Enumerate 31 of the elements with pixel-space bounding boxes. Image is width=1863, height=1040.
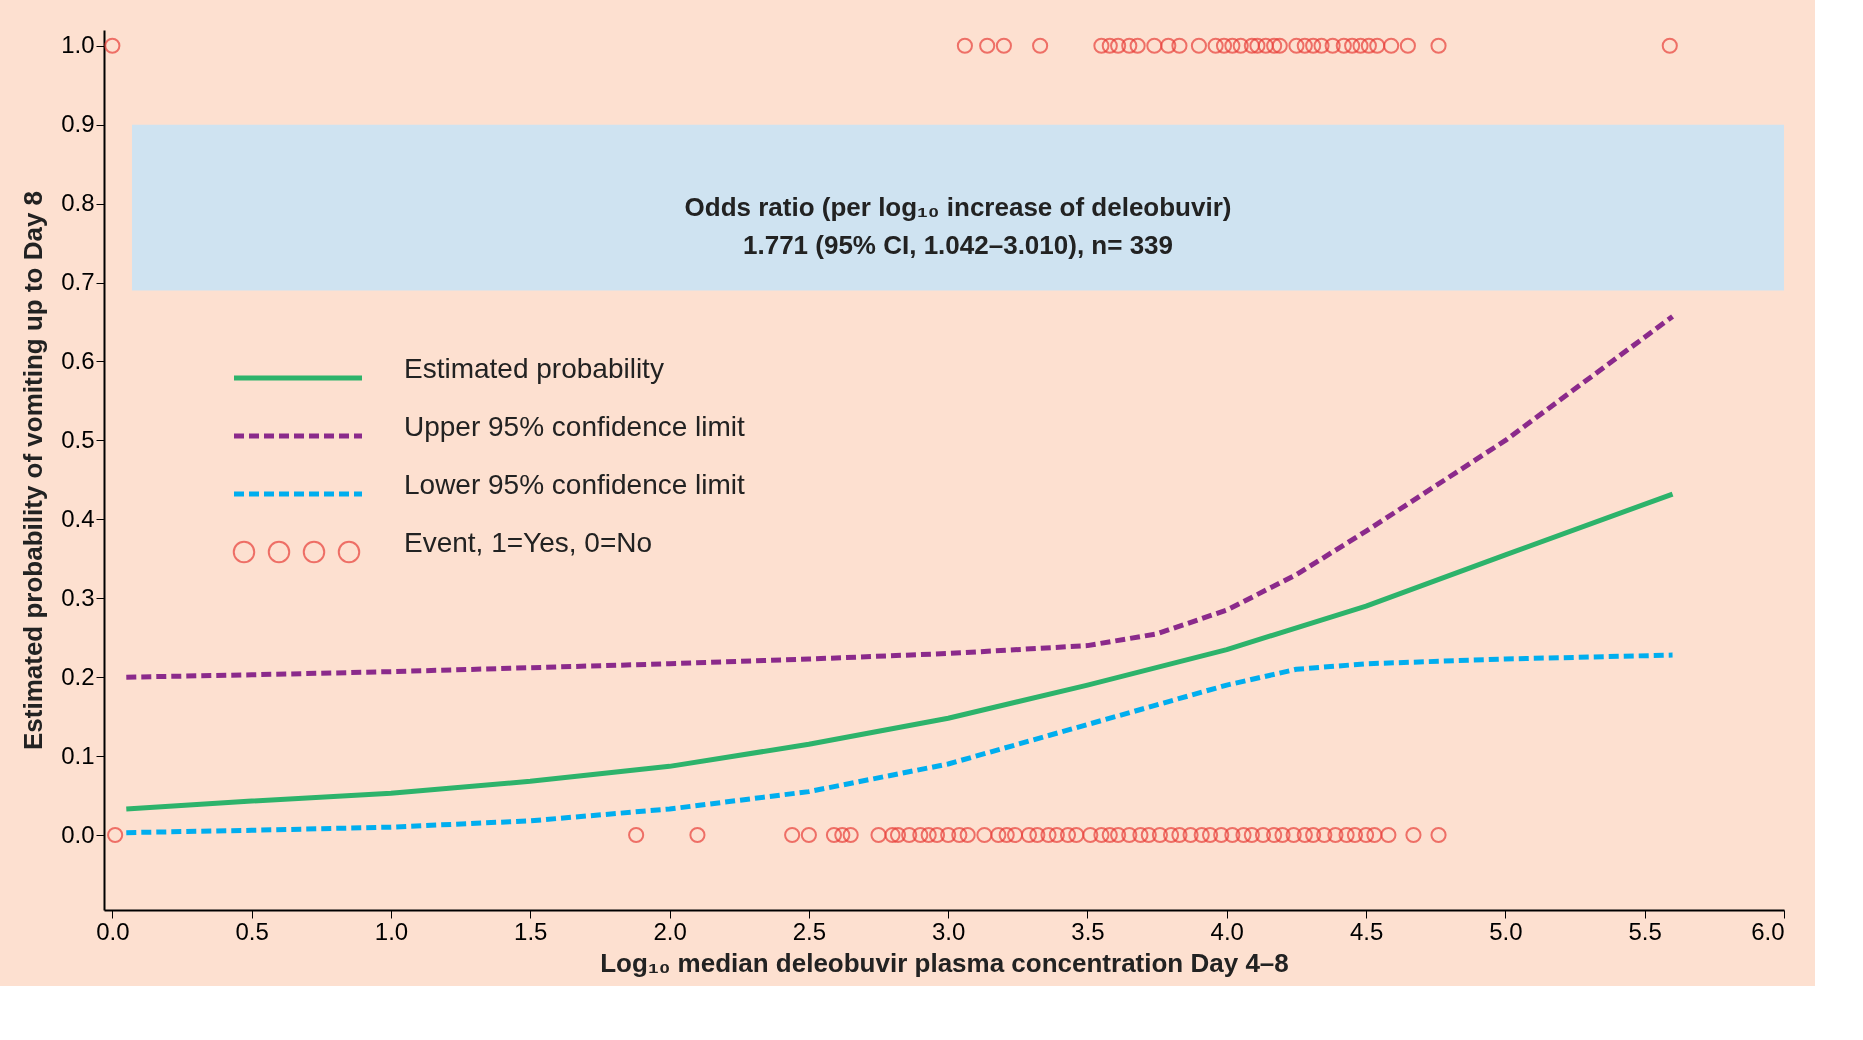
x-tick-label: 0.0 [96,917,130,945]
y-tick-label: 0.0 [61,820,95,848]
x-tick-label: 2.5 [792,917,827,945]
x-tick-label: 5.5 [1628,917,1662,945]
y-tick-label: 0.6 [61,346,95,374]
x-tick-label: 0.5 [235,917,269,945]
legend-label: Estimated probability [404,353,664,384]
x-axis-title: Log₁₀ median deleobuvir plasma concentration Day 4–8 [600,947,1289,978]
y-tick-label: 0.2 [61,662,95,690]
legend-label: Event, 1=Yes, 0=No [404,527,653,558]
y-tick-label: 0.8 [61,189,95,217]
x-tick-label: 3.0 [931,917,966,945]
y-tick-label: 0.9 [61,110,95,138]
y-tick-label: 0.7 [61,268,95,296]
band-label: Odds ratio (per log₁₀ increase of deleobuvir) 1.771 (95% CI, 1.042–3.010), n= 339 [684,191,1232,260]
x-tick-label: 1.5 [514,917,548,945]
x-tick-label: 5.0 [1489,917,1523,945]
x-tick-label: 3.5 [1071,917,1105,945]
y-tick-label: 0.4 [61,504,95,532]
y-tick-label: 0.5 [61,425,95,453]
y-tick-label: 0.3 [61,583,95,611]
y-tick-label: 1.0 [61,31,95,59]
x-tick-label: 2.0 [653,917,687,945]
x-tick-label: 4.5 [1349,917,1384,945]
x-tick-label: 1.0 [374,917,409,945]
y-tick-label: 0.1 [61,741,95,769]
x-tick-label: 4.0 [1210,917,1244,945]
legend-label: Lower 95% confidence limit [404,469,746,500]
x-tick-label: 6.0 [1751,917,1785,945]
legend-label: Upper 95% confidence limit [404,411,746,442]
y-axis-title: Estimated probability of vomiting up to Day 8 [18,190,49,751]
